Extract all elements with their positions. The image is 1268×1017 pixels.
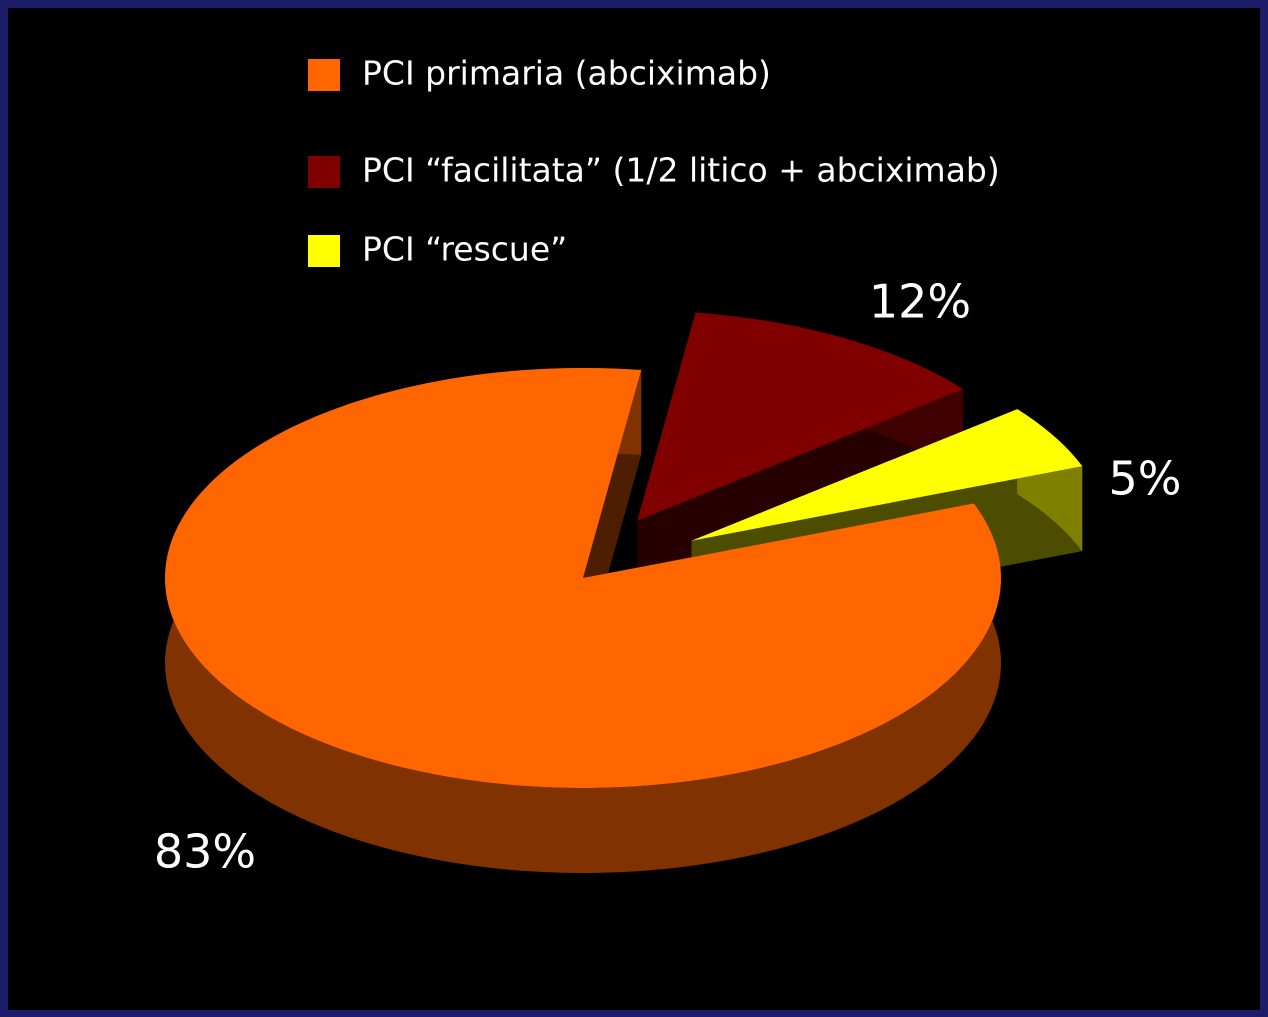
slice <box>165 368 1001 788</box>
legend-swatch <box>308 235 340 267</box>
data-label: 83% <box>154 825 256 879</box>
data-label: 12% <box>869 275 971 329</box>
legend-label: PCI “facilitata” (1/2 litico + abciximab… <box>362 151 1000 190</box>
slice <box>637 312 964 521</box>
legend-swatch <box>308 156 340 188</box>
slice <box>691 409 1083 541</box>
legend-swatch <box>308 59 340 91</box>
legend-label: PCI “rescue” <box>362 230 567 269</box>
data-label: 5% <box>1109 452 1182 506</box>
legend-label: PCI primaria (abciximab) <box>362 54 771 93</box>
